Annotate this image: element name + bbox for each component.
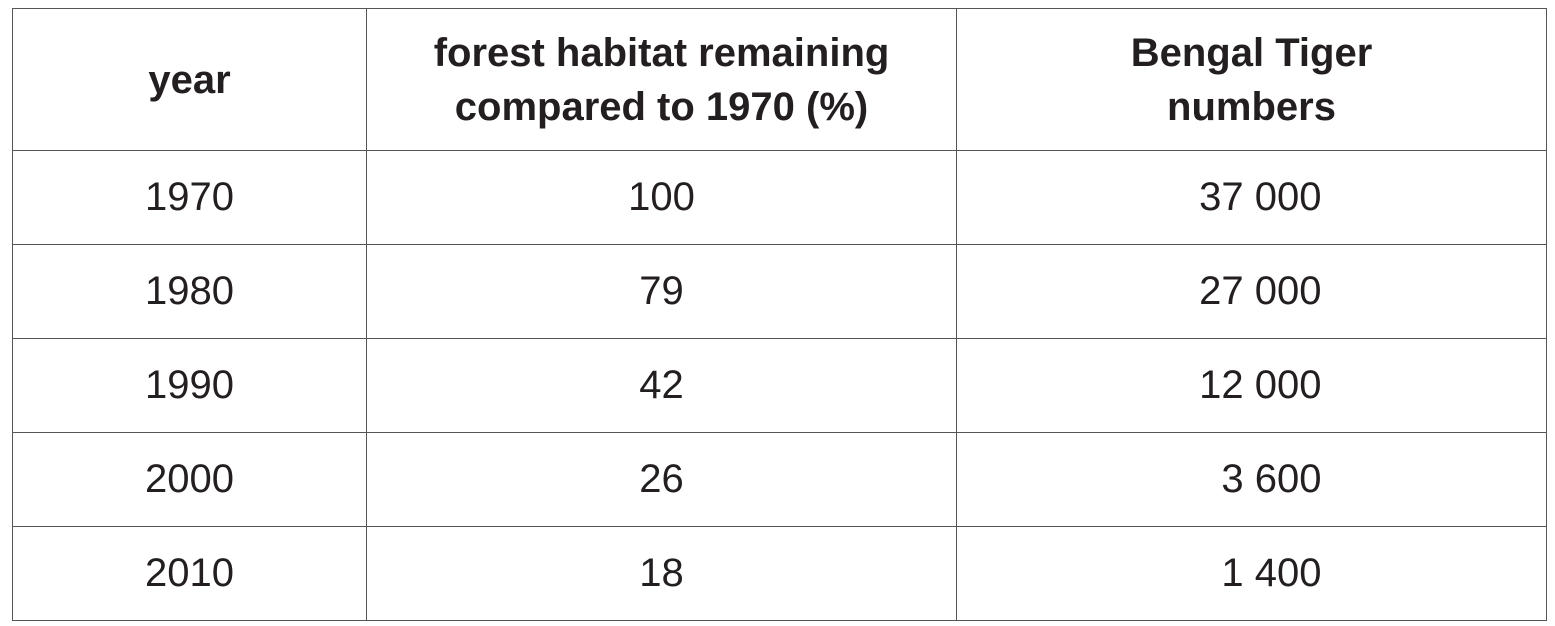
table-row: 1970 100 37 000 bbox=[12, 150, 1547, 245]
cell-text: 12 000 bbox=[1199, 363, 1322, 407]
table-row: 1990 42 12 000 bbox=[12, 338, 1547, 433]
header-row: year forest habitat remaining compared t… bbox=[12, 8, 1547, 151]
cell-text: 79 bbox=[639, 269, 684, 313]
data-table: year forest habitat remaining compared t… bbox=[12, 8, 1547, 621]
header-cell: year bbox=[12, 8, 367, 151]
header-text: forest habitat remaining compared to 197… bbox=[433, 30, 890, 129]
table-cell: 1980 bbox=[12, 244, 367, 339]
cell-text: 27 000 bbox=[1199, 269, 1322, 313]
table-row: 2000 26 3 600 bbox=[12, 432, 1547, 527]
table-row: 1980 79 27 000 bbox=[12, 244, 1547, 339]
header-text: Bengal Tiger numbers bbox=[1130, 30, 1373, 129]
table-cell: 79 bbox=[366, 244, 957, 339]
table-cell: 1990 bbox=[12, 338, 367, 433]
cell-text: 1970 bbox=[145, 175, 234, 219]
cell-text: 1990 bbox=[145, 363, 234, 407]
table-cell: 100 bbox=[366, 150, 957, 245]
table-cell: 12 000 bbox=[956, 338, 1547, 433]
cell-text: 1 400 bbox=[1221, 551, 1322, 595]
table-cell: 1 400 bbox=[956, 526, 1547, 621]
table-cell: 27 000 bbox=[956, 244, 1547, 339]
table-cell: 2010 bbox=[12, 526, 367, 621]
table-cell: 3 600 bbox=[956, 432, 1547, 527]
cell-text: 37 000 bbox=[1199, 175, 1322, 219]
table-cell: 2000 bbox=[12, 432, 367, 527]
table-cell: 42 bbox=[366, 338, 957, 433]
cell-text: 2010 bbox=[145, 551, 234, 595]
table-row: 2010 18 1 400 bbox=[12, 526, 1547, 621]
table-cell: 1970 bbox=[12, 150, 367, 245]
cell-text: 2000 bbox=[145, 457, 234, 501]
cell-text: 42 bbox=[639, 363, 684, 407]
cell-text: 18 bbox=[639, 551, 684, 595]
table-body: 1970 100 37 000 1980 79 27 000 1990 42 12 000 200… bbox=[12, 150, 1547, 621]
table-cell: 18 bbox=[366, 526, 957, 621]
cell-text: 100 bbox=[628, 175, 695, 219]
cell-text: 26 bbox=[639, 457, 684, 501]
cell-text: 3 600 bbox=[1221, 457, 1322, 501]
table-cell: 26 bbox=[366, 432, 957, 527]
header-cell: Bengal Tiger numbers bbox=[956, 8, 1547, 151]
cell-text: 1980 bbox=[145, 269, 234, 313]
table-cell: 37 000 bbox=[956, 150, 1547, 245]
header-cell: forest habitat remaining compared to 197… bbox=[366, 8, 957, 151]
header-text: year bbox=[148, 57, 231, 102]
